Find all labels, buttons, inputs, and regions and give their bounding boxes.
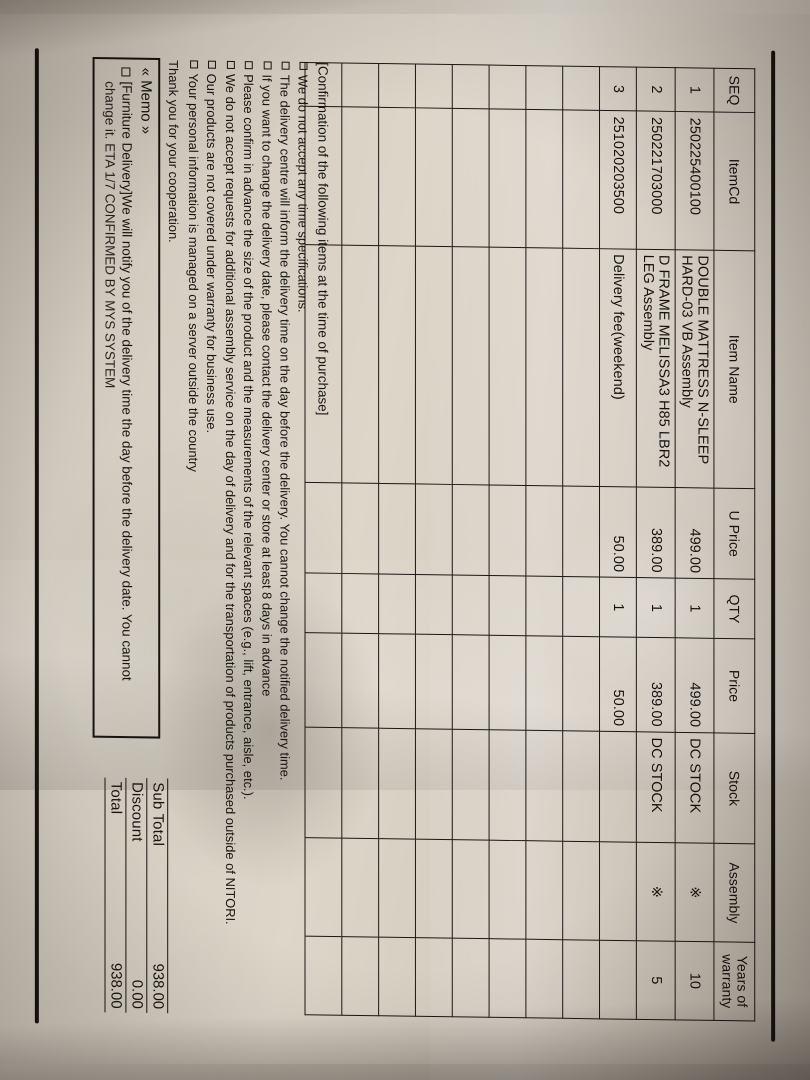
paper-sheet (0, 14, 810, 1064)
